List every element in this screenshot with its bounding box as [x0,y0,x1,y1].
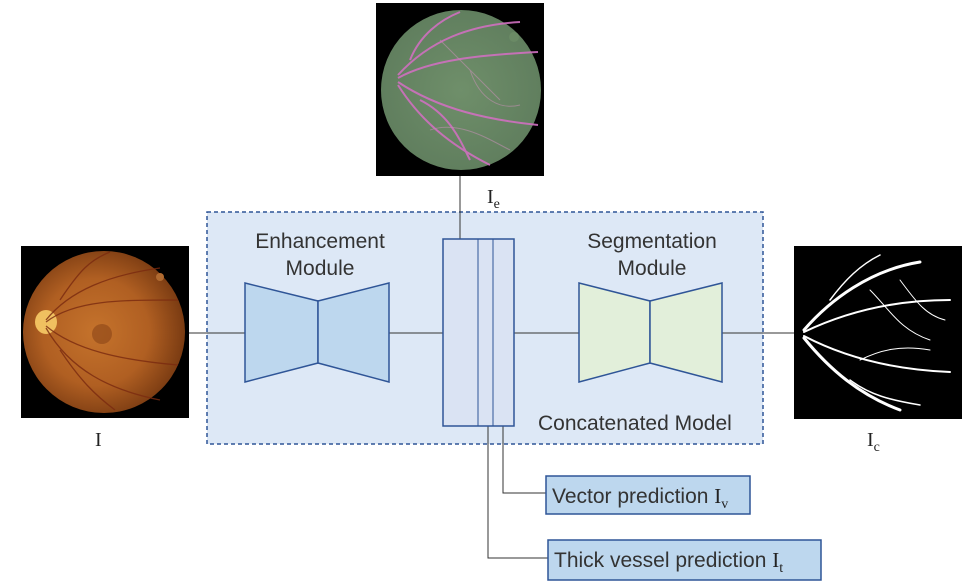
input-image-symbol: I [95,429,102,451]
vector-prediction-box [545,475,751,515]
segmentation-module-shape [578,282,723,383]
enhancement-label-line2: Module [286,257,355,280]
connector-lines [189,176,795,559]
segmentation-label-line1: Segmentation [587,230,717,253]
enhanced-fundus-image [376,3,544,176]
input-fundus-image [21,246,189,418]
concatenation-block [442,238,515,427]
thick-vessel-prediction-box [547,539,822,581]
vector-prediction-label: Vector prediction Iv [552,484,728,512]
enhancement-module-shape [244,282,390,383]
output-segmentation-image [794,246,962,419]
enhanced-image-symbol: Ie [487,186,500,212]
concatenated-model-label: Concatenated Model [538,412,732,435]
enhancement-label-line1: Enhancement [255,230,385,253]
segmentation-label-line2: Module [618,257,687,280]
thick-vessel-prediction-label: Thick vessel prediction It [554,548,783,576]
output-image-symbol: Ic [867,429,880,455]
